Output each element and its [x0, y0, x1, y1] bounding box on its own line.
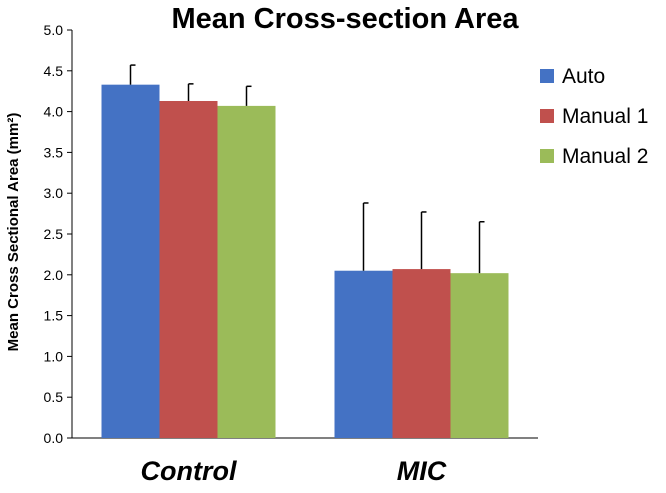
legend-item-manual-2: Manual 2 [540, 143, 665, 179]
bar-auto-control [101, 84, 160, 438]
legend-label-manual-1: Manual 1 [562, 105, 649, 128]
y-tick-label: 5.0 [44, 22, 64, 38]
y-tick-label: 0.5 [44, 389, 64, 405]
legend-swatch-manual-2 [540, 149, 554, 163]
bar-manual-2-control [217, 105, 276, 438]
chart-title: Mean Cross-section Area [171, 3, 519, 35]
legend-label-manual-2: Manual 2 [562, 145, 649, 168]
bar-manual-2-mic [450, 273, 509, 438]
x-category-label: Control [141, 456, 237, 486]
chart-legend: Auto Manual 1 Manual 2 [540, 63, 665, 183]
bar-manual-1-control [159, 100, 218, 438]
bar-auto-mic [334, 270, 393, 438]
y-tick-label: 3.5 [44, 144, 64, 160]
y-tick-label: 1.0 [44, 348, 64, 364]
y-tick-label: 3.0 [44, 185, 64, 201]
legend-item-auto: Auto [540, 63, 665, 99]
y-tick-label: 4.0 [44, 104, 64, 120]
legend-swatch-manual-1 [540, 109, 554, 123]
y-tick-label: 0.0 [44, 430, 64, 446]
bar-manual-1-mic [392, 269, 451, 438]
x-category-label: MIC [397, 456, 447, 486]
legend-label-auto: Auto [562, 65, 606, 88]
y-tick-label: 1.5 [44, 308, 64, 324]
legend-item-manual-1: Manual 1 [540, 103, 665, 139]
y-tick-label: 2.0 [44, 267, 64, 283]
legend-swatch-auto [540, 69, 554, 83]
y-axis-label: Mean Cross Sectional Area (mm²) [5, 113, 22, 352]
y-tick-label: 2.5 [44, 226, 64, 242]
y-tick-label: 4.5 [44, 63, 64, 79]
